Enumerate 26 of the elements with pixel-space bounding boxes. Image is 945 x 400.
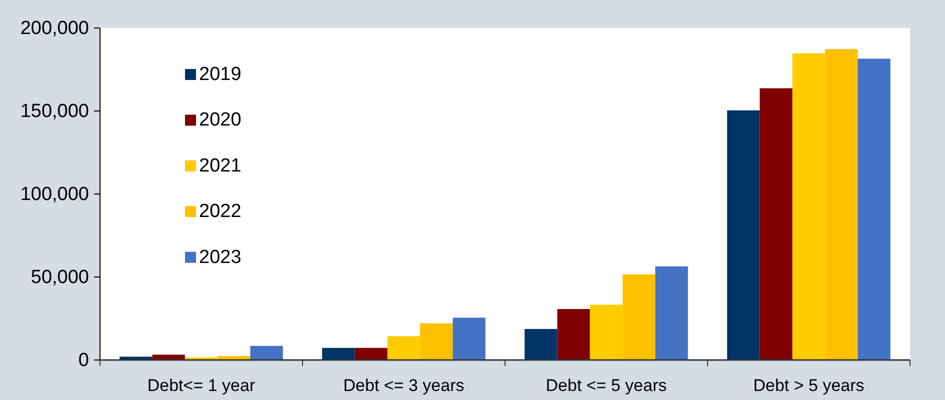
bar bbox=[354, 348, 388, 360]
bar bbox=[655, 266, 688, 360]
legend-label: 2022 bbox=[199, 201, 242, 222]
bar bbox=[452, 318, 486, 360]
x-tick-label: Debt <= 3 years bbox=[343, 376, 464, 395]
legend-label: 2023 bbox=[199, 246, 242, 268]
x-tick-label: Debt <= 5 years bbox=[546, 376, 667, 395]
y-tick-label: 100,000 bbox=[20, 184, 89, 206]
bar bbox=[760, 88, 792, 360]
bar bbox=[152, 354, 185, 360]
bar bbox=[322, 348, 355, 360]
bar bbox=[727, 110, 760, 360]
legend-label: 2020 bbox=[199, 110, 242, 131]
x-tick-label: Debt > 5 years bbox=[753, 376, 864, 395]
y-tick-label: 150,000 bbox=[20, 101, 89, 122]
bar bbox=[524, 328, 558, 360]
y-tick-label: 50,000 bbox=[30, 267, 89, 288]
legend-label: 2021 bbox=[199, 155, 242, 176]
y-tick-label: 200,000 bbox=[20, 18, 89, 40]
legend-label: 2019 bbox=[199, 64, 242, 85]
x-tick-label: Debt<= 1 year bbox=[147, 376, 256, 395]
y-tick-label: 0 bbox=[78, 350, 89, 372]
bar bbox=[250, 346, 283, 360]
bar bbox=[557, 309, 590, 360]
bar bbox=[858, 58, 890, 360]
bar bbox=[120, 356, 152, 360]
